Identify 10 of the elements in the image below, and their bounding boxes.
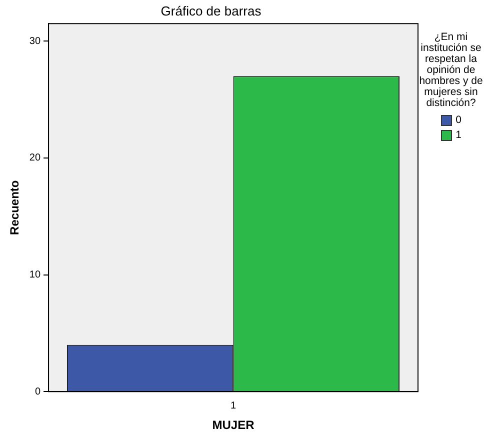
legend-label: 0 (456, 114, 462, 126)
chart-title: Gráfico de barras (160, 3, 262, 18)
legend-title: ¿En mi institución se respetan la opinión de hombres y de mujeres sin distinción? (418, 31, 484, 109)
y-axis-title: Recuento (8, 180, 22, 235)
x-axis-title: MUJER (212, 418, 255, 432)
y-tick-label: 10 (29, 270, 41, 281)
legend-label: 1 (456, 129, 462, 141)
y-tick-label: 20 (29, 152, 41, 164)
y-tick-label: 30 (29, 36, 41, 47)
y-tick-label: 0 (34, 386, 41, 398)
